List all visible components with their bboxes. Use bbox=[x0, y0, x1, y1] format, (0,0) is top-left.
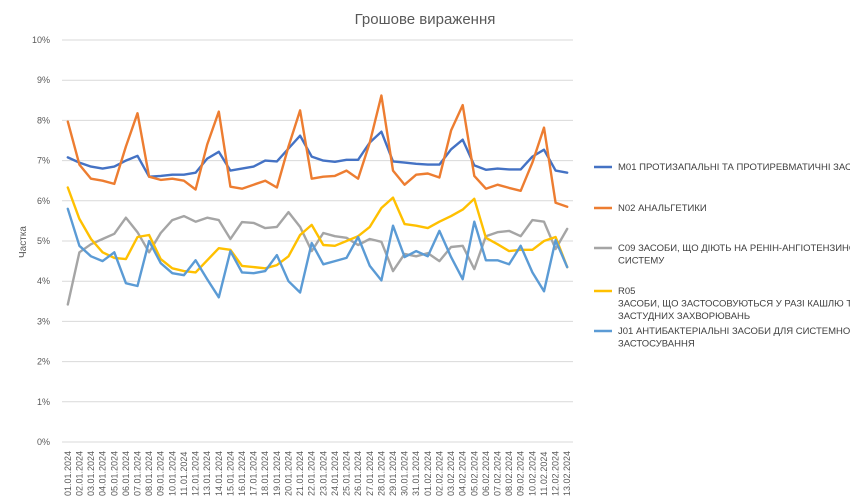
x-tick-label: 14.01.2024 bbox=[214, 451, 224, 496]
x-tick-label: 24.01.2024 bbox=[330, 451, 340, 496]
x-tick-label: 28.01.2024 bbox=[376, 451, 386, 496]
x-tick-label: 03.01.2024 bbox=[86, 451, 96, 496]
legend: M01 ПРОТИЗАПАЛЬНІ ТА ПРОТИРЕВМАТИЧНІ ЗАС… bbox=[594, 162, 850, 350]
x-tick-label: 12.02.2024 bbox=[551, 451, 561, 496]
x-tick-label: 08.01.2024 bbox=[144, 451, 154, 496]
series-lines bbox=[66, 94, 569, 306]
x-tick-label: 19.01.2024 bbox=[272, 451, 282, 496]
x-tick-label: 03.02.2024 bbox=[446, 451, 456, 496]
y-tick-label: 7% bbox=[37, 156, 50, 166]
series-line-c09 bbox=[66, 210, 569, 306]
x-tick-label: 13.02.2024 bbox=[562, 451, 572, 496]
y-tick-label: 6% bbox=[37, 196, 50, 206]
x-tick-label: 18.01.2024 bbox=[260, 451, 270, 496]
legend-label: J01 АНТИБАКТЕРІАЛЬНІ ЗАСОБИ ДЛЯ СИСТЕМНО… bbox=[618, 326, 850, 337]
legend-label: ЗАСТУДНИХ ЗАХВОРЮВАНЬ bbox=[618, 311, 750, 322]
y-tick-label: 9% bbox=[37, 75, 50, 85]
x-tick-label: 22.01.2024 bbox=[307, 451, 317, 496]
x-tick-label: 06.01.2024 bbox=[121, 451, 131, 496]
y-tick-label: 5% bbox=[37, 236, 50, 246]
x-axis-ticks: 01.01.2024 02.01.2024 03.01.2024 04.01.2024… bbox=[63, 451, 572, 496]
legend-label: R05 bbox=[618, 286, 635, 297]
y-tick-label: 3% bbox=[37, 316, 50, 326]
x-tick-label: 13.01.2024 bbox=[202, 451, 212, 496]
x-tick-label: 10.01.2024 bbox=[167, 451, 177, 496]
x-tick-label: 26.01.2024 bbox=[353, 451, 363, 496]
x-tick-label: 04.02.2024 bbox=[458, 451, 468, 496]
legend-label: ЗАСОБИ, ЩО ЗАСТОСОВУЮТЬСЯ У РАЗІ КАШЛЮ Т… bbox=[618, 299, 850, 310]
x-tick-label: 05.01.2024 bbox=[109, 451, 119, 496]
y-axis-label: Частка bbox=[18, 226, 29, 258]
x-tick-label: 06.02.2024 bbox=[481, 451, 491, 496]
y-tick-label: 1% bbox=[37, 397, 50, 407]
y-axis-ticks: 0% 1% 2% 3% 4% 5% 6% 7% 8% 9% 10% bbox=[32, 35, 50, 447]
x-tick-label: 17.01.2024 bbox=[249, 451, 259, 496]
legend-label: ЗАСТОСУВАННЯ bbox=[618, 339, 695, 350]
y-tick-label: 10% bbox=[32, 35, 50, 45]
legend-label: C09 ЗАСОБИ, ЩО ДІЮТЬ НА РЕНІН-АНГІОТЕНЗИ… bbox=[618, 243, 850, 254]
x-tick-label: 23.01.2024 bbox=[318, 451, 328, 496]
x-tick-label: 15.01.2024 bbox=[225, 451, 235, 496]
legend-label: M01 ПРОТИЗАПАЛЬНІ ТА ПРОТИРЕВМАТИЧНІ ЗАС… bbox=[618, 162, 850, 173]
series-line-j01 bbox=[66, 207, 569, 299]
series-line-n02 bbox=[66, 94, 569, 209]
x-tick-label: 07.02.2024 bbox=[493, 451, 503, 496]
x-tick-label: 01.01.2024 bbox=[63, 451, 73, 496]
x-tick-label: 25.01.2024 bbox=[342, 451, 352, 496]
x-tick-label: 07.01.2024 bbox=[132, 451, 142, 496]
legend-label: СИСТЕМУ bbox=[618, 256, 665, 267]
x-tick-label: 09.02.2024 bbox=[516, 451, 526, 496]
y-tick-label: 2% bbox=[37, 357, 50, 367]
x-tick-label: 01.02.2024 bbox=[423, 451, 433, 496]
x-tick-label: 05.02.2024 bbox=[469, 451, 479, 496]
x-tick-label: 20.01.2024 bbox=[283, 451, 293, 496]
x-tick-label: 21.01.2024 bbox=[295, 451, 305, 496]
y-tick-label: 4% bbox=[37, 276, 50, 286]
legend-label: N02 АНАЛЬГЕТИКИ bbox=[618, 203, 707, 214]
y-tick-label: 8% bbox=[37, 115, 50, 125]
x-tick-label: 04.01.2024 bbox=[98, 451, 108, 496]
x-tick-label: 29.01.2024 bbox=[388, 451, 398, 496]
x-tick-label: 11.01.2024 bbox=[179, 452, 189, 496]
chart-title: Грошове вираження bbox=[355, 11, 496, 28]
x-tick-label: 02.02.2024 bbox=[434, 451, 444, 496]
x-tick-label: 11.02.2024 bbox=[539, 452, 549, 496]
x-tick-label: 09.01.2024 bbox=[156, 451, 166, 496]
x-tick-label: 30.01.2024 bbox=[400, 451, 410, 496]
series-line-r05 bbox=[66, 186, 569, 274]
y-tick-label: 0% bbox=[37, 437, 50, 447]
x-tick-label: 08.02.2024 bbox=[504, 451, 514, 496]
x-tick-label: 27.01.2024 bbox=[365, 451, 375, 496]
x-tick-label: 16.01.2024 bbox=[237, 451, 247, 496]
x-tick-label: 10.02.2024 bbox=[527, 451, 537, 496]
x-tick-label: 12.01.2024 bbox=[191, 451, 201, 496]
x-tick-label: 31.01.2024 bbox=[411, 451, 421, 496]
x-tick-label: 02.01.2024 bbox=[74, 451, 84, 496]
